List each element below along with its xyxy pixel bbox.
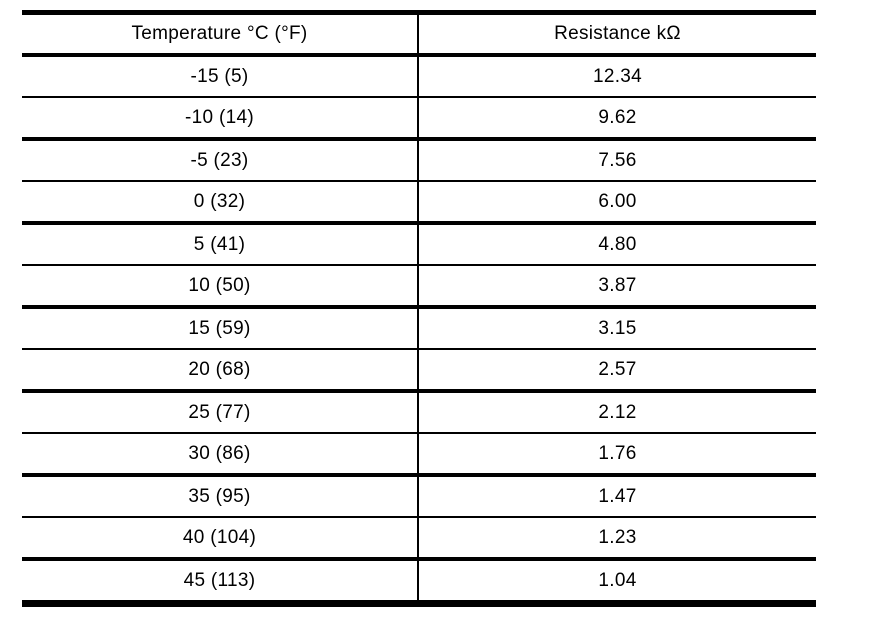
table-row: 10 (50) 3.87 xyxy=(22,265,816,309)
temperature-cell: 0 (32) xyxy=(22,181,418,225)
table-row: 35 (95) 1.47 xyxy=(22,475,816,518)
table-row: 25 (77) 2.12 xyxy=(22,391,816,434)
temperature-cell: 20 (68) xyxy=(22,349,418,393)
resistance-cell: 2.12 xyxy=(417,391,816,434)
resistance-cell: 1.23 xyxy=(417,517,816,561)
temperature-resistance-table: Temperature °C (°F) Resistance kΩ -15 (5… xyxy=(22,10,816,607)
temperature-cell: 45 (113) xyxy=(22,559,418,604)
resistance-cell: 4.80 xyxy=(417,223,816,266)
resistance-cell: 12.34 xyxy=(417,55,816,98)
resistance-cell: 1.04 xyxy=(417,559,816,604)
temperature-cell: 5 (41) xyxy=(22,223,418,266)
table-row: -10 (14) 9.62 xyxy=(22,97,816,141)
temperature-cell: 15 (59) xyxy=(22,307,418,350)
temperature-cell: -10 (14) xyxy=(22,97,418,141)
resistance-cell: 9.62 xyxy=(417,97,816,141)
header-row: Temperature °C (°F) Resistance kΩ xyxy=(22,12,816,57)
table-row: 0 (32) 6.00 xyxy=(22,181,816,225)
resistance-cell: 3.15 xyxy=(417,307,816,350)
temperature-cell: 30 (86) xyxy=(22,433,418,477)
table-row: 45 (113) 1.04 xyxy=(22,559,816,604)
temperature-cell: 25 (77) xyxy=(22,391,418,434)
table-row: -15 (5) 12.34 xyxy=(22,55,816,98)
table-header-row: Temperature °C (°F) Resistance kΩ xyxy=(22,12,816,57)
table-row: 40 (104) 1.23 xyxy=(22,517,816,561)
table-row: 15 (59) 3.15 xyxy=(22,307,816,350)
resistance-cell: 7.56 xyxy=(417,139,816,182)
temperature-cell: -15 (5) xyxy=(22,55,418,98)
temperature-cell: 10 (50) xyxy=(22,265,418,309)
table-row: 5 (41) 4.80 xyxy=(22,223,816,266)
table-row: 20 (68) 2.57 xyxy=(22,349,816,393)
temperature-cell: 40 (104) xyxy=(22,517,418,561)
temperature-cell: 35 (95) xyxy=(22,475,418,518)
temperature-column-header: Temperature °C (°F) xyxy=(22,12,418,57)
resistance-cell: 1.47 xyxy=(417,475,816,518)
resistance-cell: 3.87 xyxy=(417,265,816,309)
resistance-cell: 1.76 xyxy=(417,433,816,477)
table-row: -5 (23) 7.56 xyxy=(22,139,816,182)
resistance-cell: 2.57 xyxy=(417,349,816,393)
resistance-cell: 6.00 xyxy=(417,181,816,225)
table-body: -15 (5) 12.34 -10 (14) 9.62 -5 (23) 7.56 0 (32… xyxy=(22,55,816,604)
table-row: 30 (86) 1.76 xyxy=(22,433,816,477)
temperature-cell: -5 (23) xyxy=(22,139,418,182)
resistance-column-header: Resistance kΩ xyxy=(417,12,816,57)
